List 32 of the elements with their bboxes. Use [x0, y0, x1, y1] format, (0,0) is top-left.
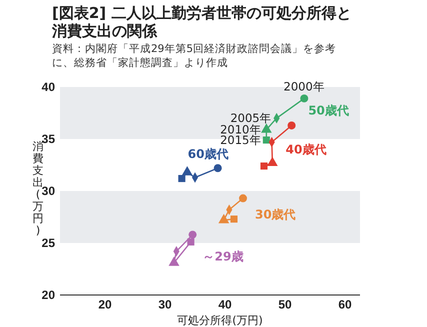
series-label: ～29歳: [202, 250, 244, 264]
point: [187, 238, 194, 246]
point: [214, 164, 222, 172]
series-label: 50歳代: [308, 103, 349, 118]
x-tick-label: 50: [278, 298, 292, 312]
annotation: 2000年: [284, 79, 325, 94]
point: [262, 136, 270, 144]
y-tick-label: 40: [42, 80, 56, 94]
y-tick-label: 25: [42, 236, 56, 250]
y-tick-label: 30: [42, 184, 56, 198]
point: [288, 122, 296, 130]
point: [230, 216, 238, 223]
x-tick-label: 30: [158, 298, 172, 312]
x-tick-label: 40: [218, 298, 232, 312]
annotation: 2005年: [230, 111, 272, 126]
point: [300, 94, 308, 102]
x-tick-label: 60: [338, 298, 352, 312]
series-label: 60歳代: [188, 147, 229, 162]
annotation: 2015年: [220, 133, 262, 148]
chart-title: [図表2] 二人以上勤労者世帯の可処分所得と消費支出の関係: [52, 4, 352, 40]
y-tick-label: 20: [42, 288, 56, 302]
y-axis-title: 消費支出(万円): [32, 140, 44, 237]
y-tick-label: 35: [42, 132, 56, 146]
x-axis-title: 可処分所得(万円): [177, 314, 263, 327]
point: [260, 162, 268, 170]
series-label: 40歳代: [286, 142, 326, 156]
text: 資料：内閣府「平成29年第5回経済財政諮問会議」を参考に、総務省「家計態調査」より作成: [52, 42, 338, 70]
point: [188, 230, 197, 239]
x-tick-label: 20: [98, 298, 112, 312]
point: [178, 174, 186, 182]
series-label: 30歳代: [255, 207, 296, 222]
point: [239, 194, 247, 202]
